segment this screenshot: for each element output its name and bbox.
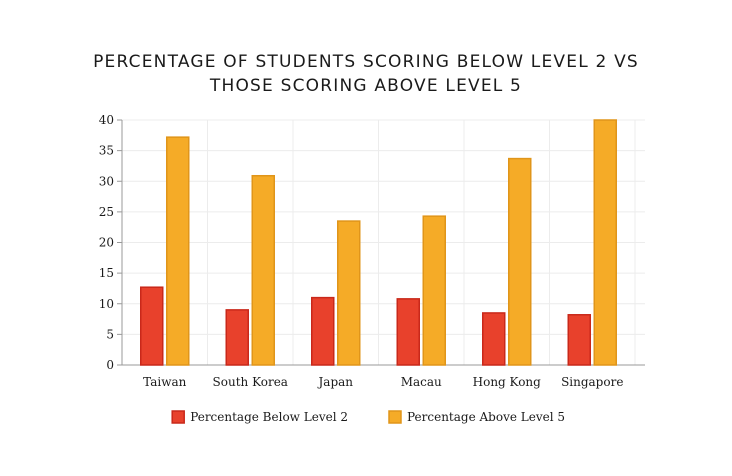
- bar-above-level-5: [337, 220, 361, 366]
- legend-swatch-below-level-2: [171, 410, 185, 424]
- bar-below-level-2: [140, 286, 164, 366]
- chart-title-line-1: PERCENTAGE OF STUDENTS SCORING BELOW LEV…: [93, 52, 639, 72]
- bar-below-level-2: [311, 296, 335, 366]
- bar-above-level-5: [593, 119, 617, 366]
- y-tick-label: 20: [99, 236, 114, 250]
- x-category-label: Singapore: [561, 375, 623, 389]
- y-tick-label: 25: [99, 205, 114, 219]
- x-category-label: Taiwan: [143, 375, 186, 389]
- bar-below-level-2: [225, 309, 249, 366]
- grid-layer: [122, 119, 645, 366]
- legend-label-below-level-2: Percentage Below Level 2: [190, 410, 348, 424]
- y-tick-label: 35: [99, 144, 114, 158]
- y-tick-label: 30: [99, 174, 114, 188]
- bar-above-level-5: [508, 157, 532, 366]
- y-tick-label: 40: [99, 113, 114, 127]
- y-tick-label: 15: [99, 266, 114, 280]
- axis-layer: 0 5 10 15 20 25 30 35 40: [99, 113, 645, 372]
- x-category-label: South Korea: [213, 375, 288, 389]
- chart-title: PERCENTAGE OF STUDENTS SCORING BELOW LEV…: [0, 50, 732, 98]
- chart-title-line-2: THOSE SCORING ABOVE LEVEL 5: [209, 76, 523, 96]
- bar-below-level-2: [482, 312, 506, 366]
- x-category-label: Japan: [316, 375, 353, 389]
- legend-swatch-above-level-5: [388, 410, 402, 424]
- x-category-label: Hong Kong: [473, 375, 542, 389]
- bar-below-level-2: [567, 314, 591, 366]
- y-tick-label: 5: [106, 327, 114, 341]
- legend-label-above-level-5: Percentage Above Level 5: [407, 410, 565, 424]
- bar-below-level-2: [396, 298, 420, 366]
- bar-above-level-5: [251, 174, 275, 366]
- legend: Percentage Below Level 2 Percentage Above…: [171, 410, 565, 424]
- bar-above-level-5: [166, 136, 190, 366]
- bar-layer: [140, 119, 617, 366]
- x-category-label: Macau: [401, 375, 442, 389]
- y-tick-label: 0: [106, 358, 114, 372]
- bar-above-level-5: [422, 215, 446, 366]
- category-labels: Taiwan South Korea Japan Macau Hong Kong Sing…: [143, 375, 623, 389]
- y-tick-label: 10: [99, 297, 114, 311]
